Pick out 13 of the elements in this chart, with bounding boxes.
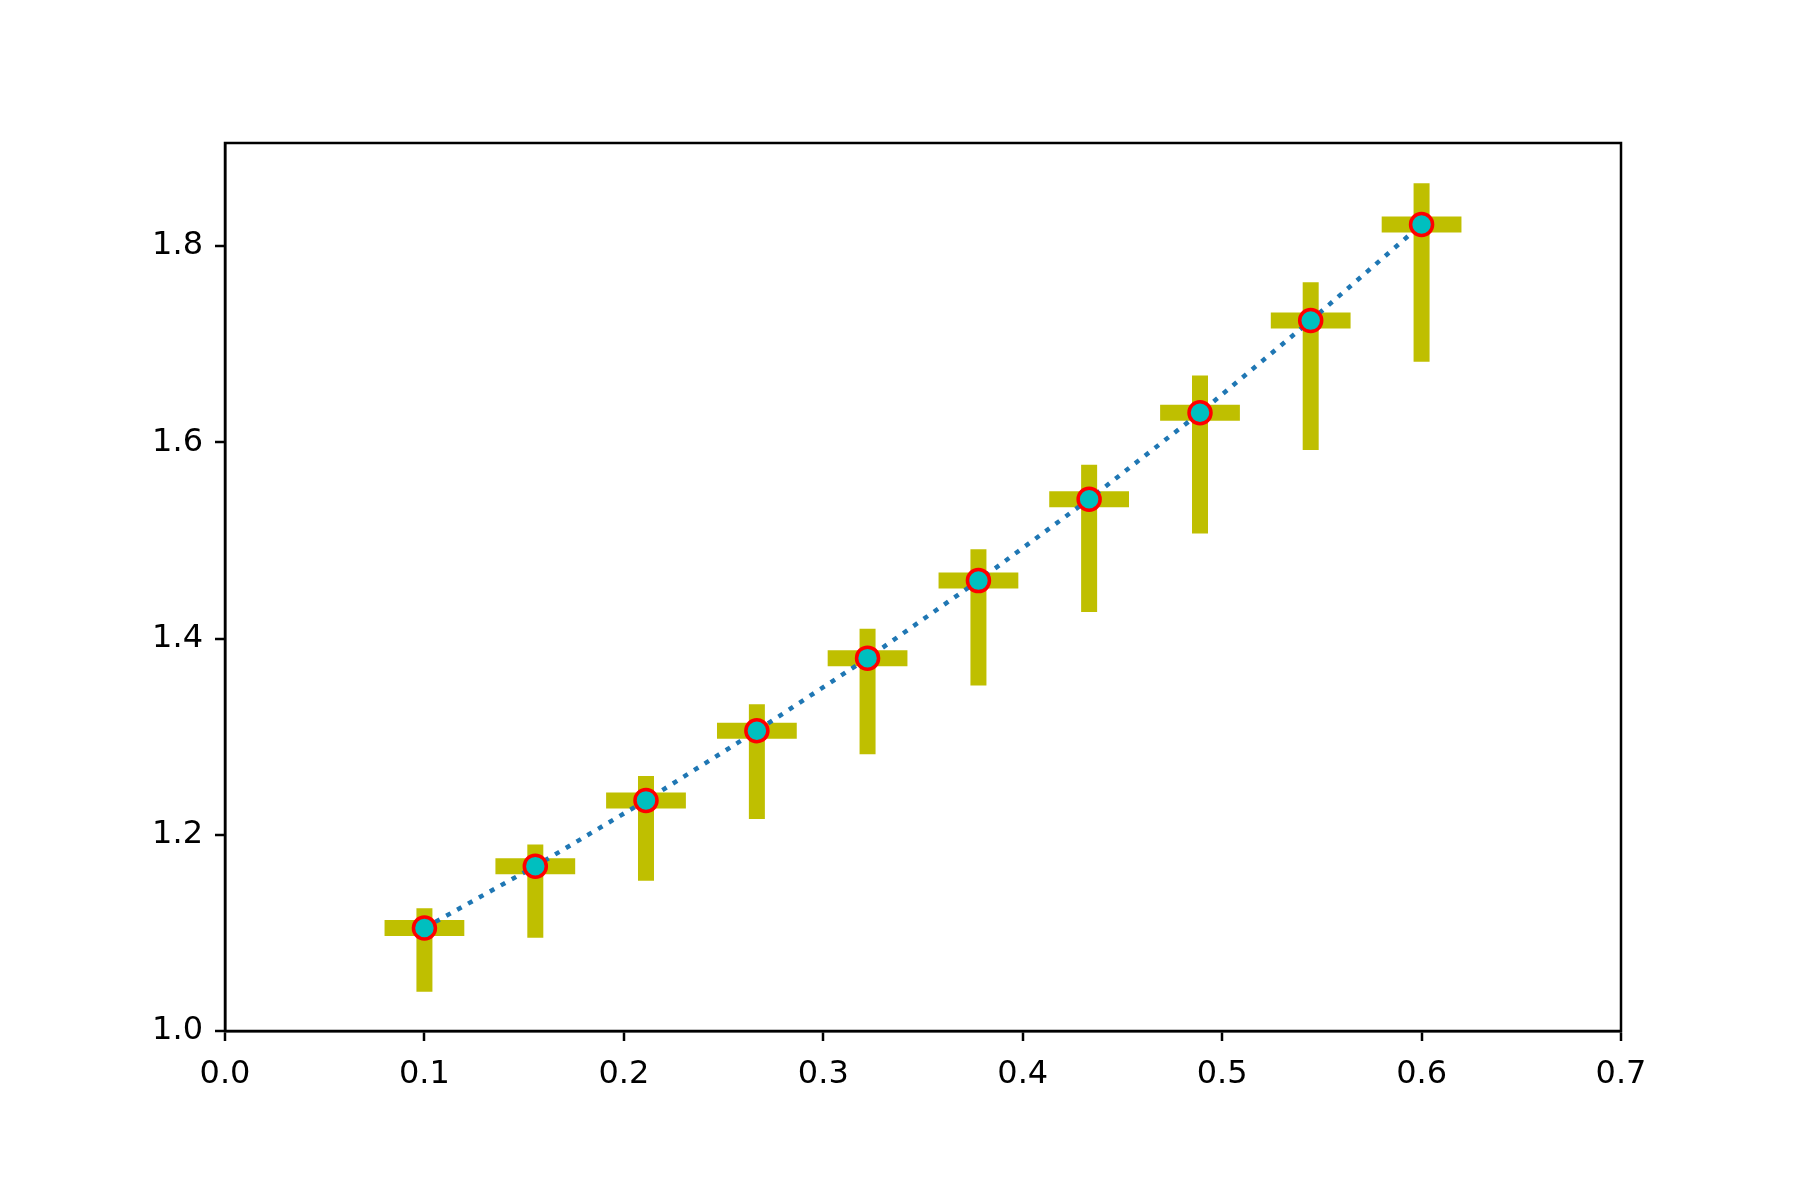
x-tick-label: 0.5: [1196, 1052, 1248, 1091]
y-tick-label: 1.2: [152, 813, 203, 852]
y-tick-label: 1.8: [152, 224, 203, 263]
y-tick-label: 1.4: [152, 616, 203, 655]
x-tick-label: 0.7: [1595, 1052, 1647, 1091]
x-tick-label: 0.3: [797, 1052, 849, 1091]
x-tick-label: 0.1: [398, 1052, 450, 1091]
x-tick-label: 0.0: [199, 1052, 251, 1091]
y-tick-label: 1.0: [152, 1009, 203, 1048]
x-tick-label: 0.4: [997, 1052, 1049, 1091]
x-tick-label: 0.6: [1396, 1052, 1448, 1091]
y-tick-label: 1.6: [152, 420, 203, 459]
x-tick-label: 0.2: [598, 1052, 650, 1091]
